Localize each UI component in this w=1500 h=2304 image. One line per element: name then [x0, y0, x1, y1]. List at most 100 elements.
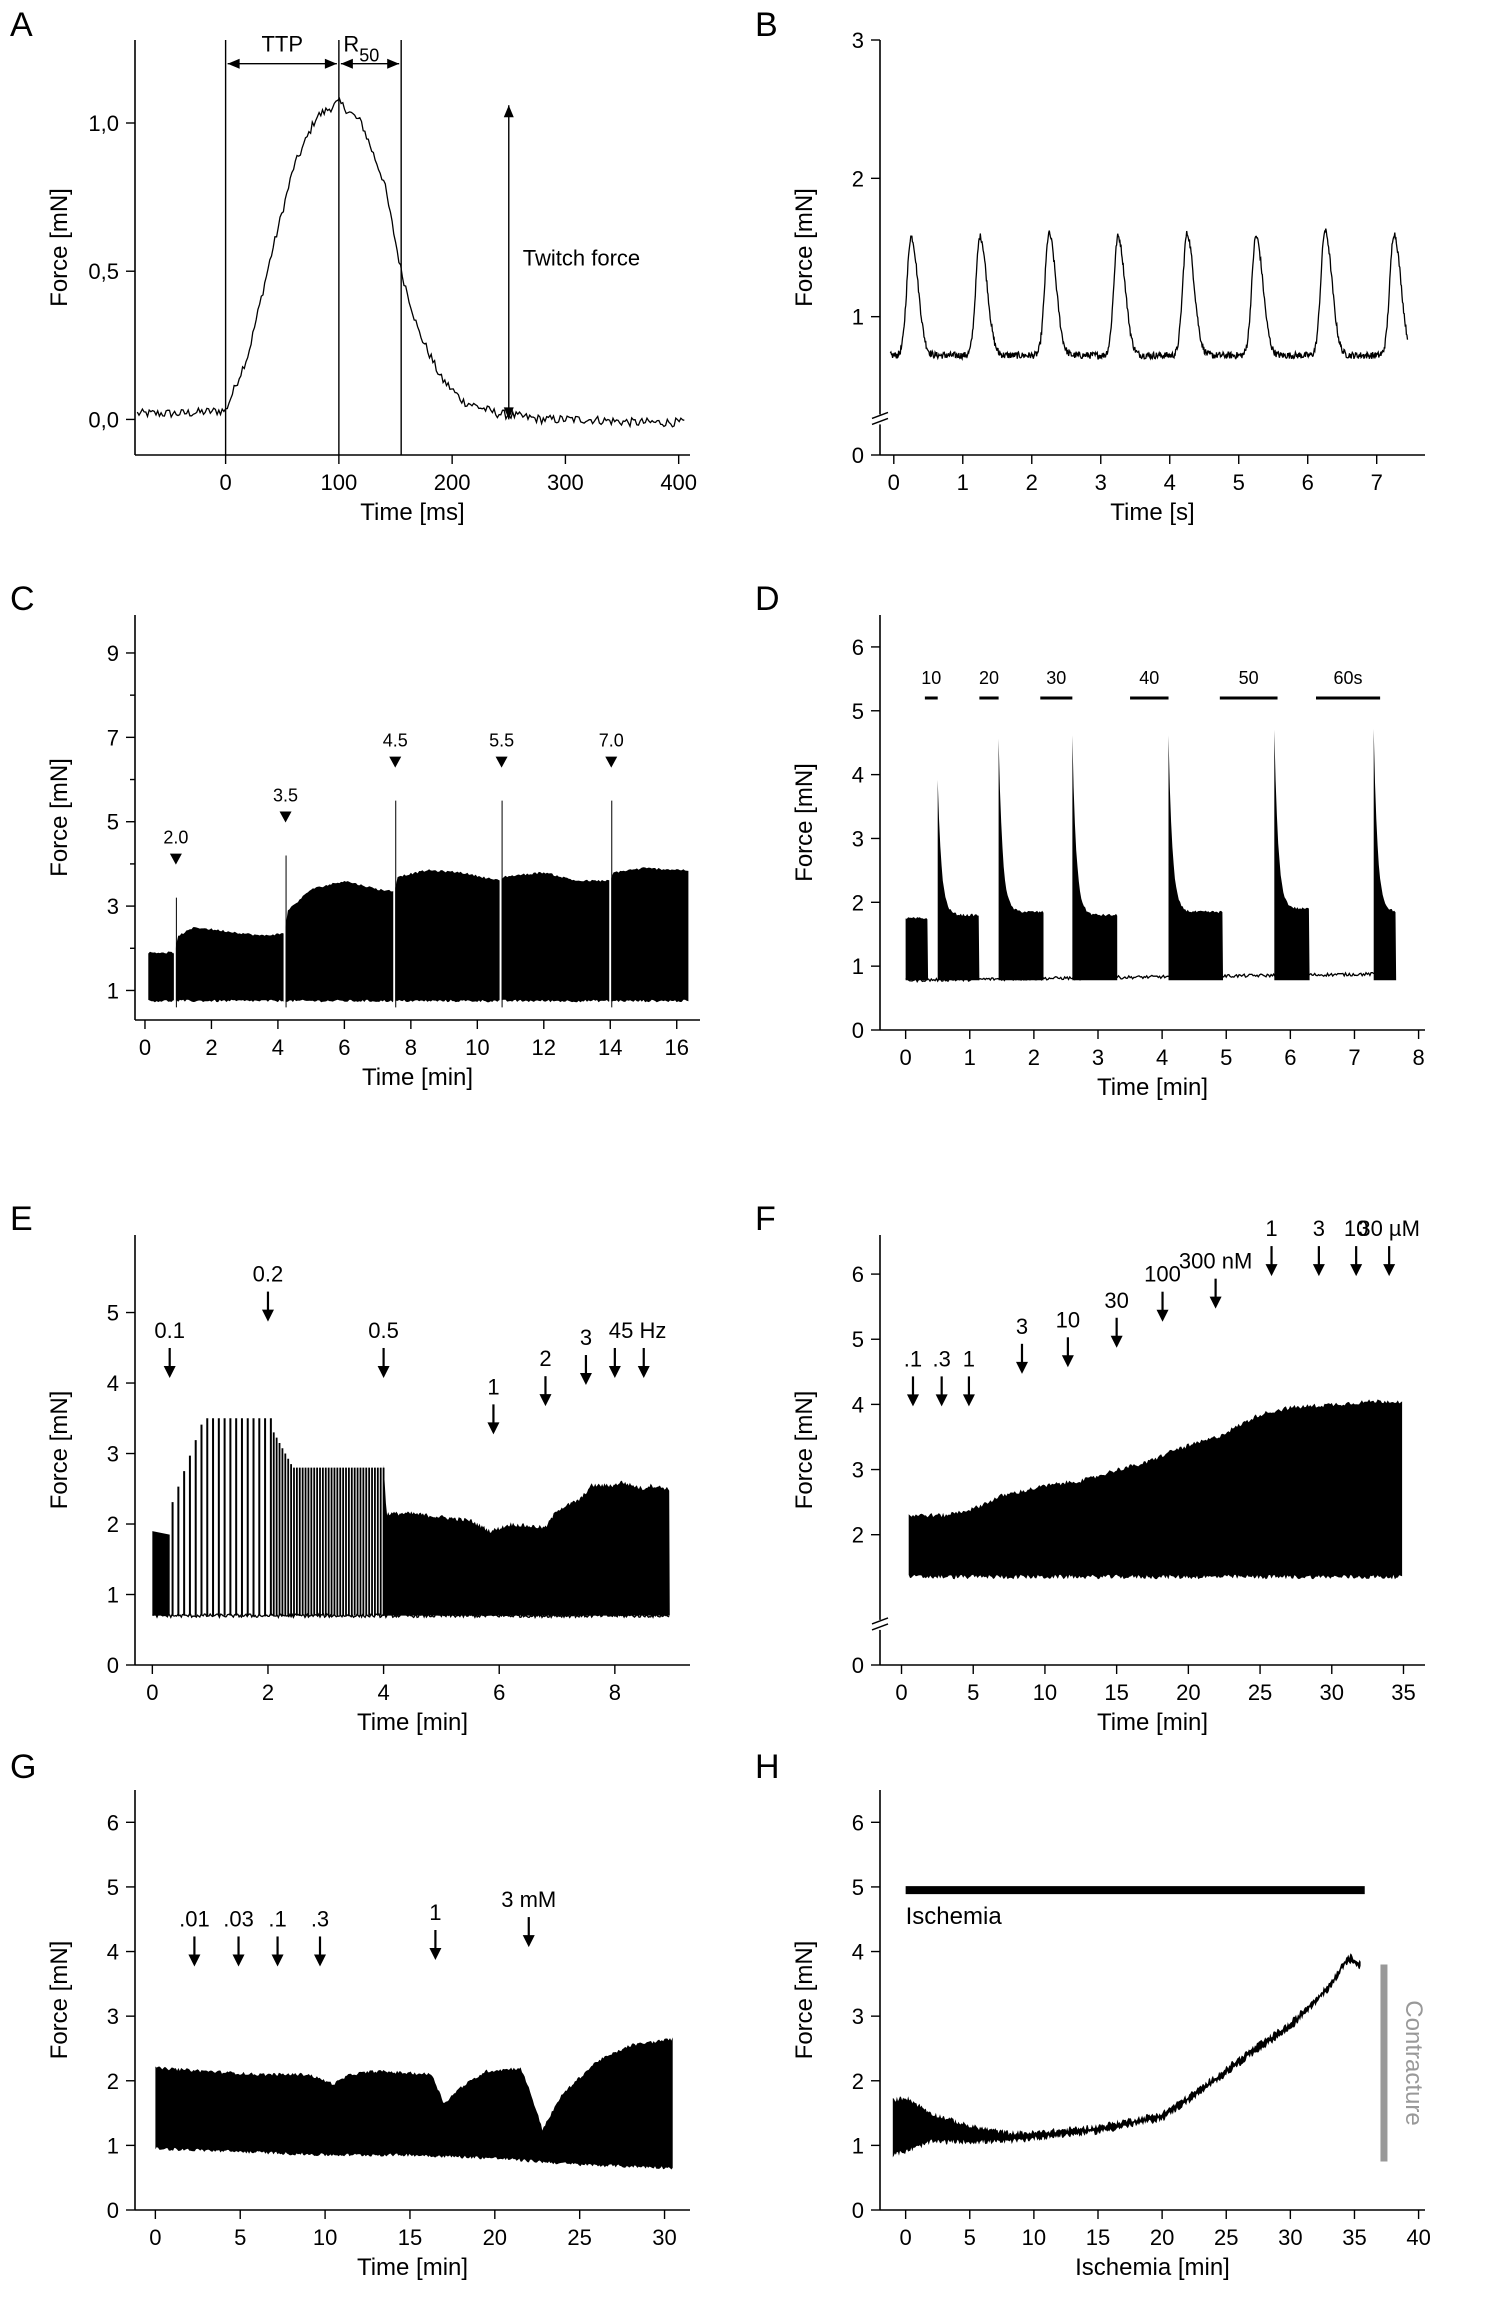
- marker-triangle: [279, 811, 292, 823]
- y-tick-label: 4: [852, 1940, 864, 1965]
- axis-break-mark: [871, 417, 889, 426]
- x-tick-label: 6: [1302, 470, 1314, 495]
- y-tick-label: 2: [852, 890, 864, 915]
- r50-arrow-head: [340, 58, 353, 69]
- concentration-arrow-head: [1383, 1264, 1396, 1277]
- marker-triangle: [169, 853, 182, 865]
- y-tick-label: 5: [107, 1301, 119, 1326]
- concentration-arrow-head: [232, 1954, 245, 1967]
- y-tick-label: 1: [852, 2133, 864, 2158]
- marker-label: 2.0: [163, 828, 188, 848]
- x-tick-label: 4: [1164, 470, 1176, 495]
- panel-c: 0 2 4 6 8 10 12 14 16 1 3 5 7 9 Time [min] Force [mN] 2.…: [46, 615, 700, 1091]
- concentration-arrow-label: 3: [1016, 1314, 1028, 1339]
- x-tick-label: 10: [1022, 2225, 1046, 2250]
- marker-label: 5.5: [489, 731, 514, 751]
- y-tick-label: 6: [107, 1810, 119, 1835]
- y-tick-label: 1: [107, 2133, 119, 2158]
- y-tick-label: 3: [107, 1442, 119, 1467]
- y-tick-label: 0: [852, 1018, 864, 1043]
- frequency-arrow-head: [579, 1373, 592, 1386]
- concentration-arrow-label: .3: [932, 1346, 950, 1371]
- r50-subscript: 50: [359, 46, 379, 66]
- force-envelope: [148, 867, 689, 1003]
- concentration-arrow-head: [271, 1954, 284, 1967]
- stimulation-block: [905, 917, 929, 981]
- concentration-arrow-label: 1: [1265, 1216, 1277, 1241]
- x-tick-label: 2: [1026, 470, 1038, 495]
- contracture-label: Contracture: [1400, 2000, 1427, 2125]
- y-tick-label: 7: [107, 725, 119, 750]
- frequency-arrow-label: 0.5: [368, 1318, 399, 1343]
- x-tick-label: 5: [234, 2225, 246, 2250]
- x-tick-label: 4: [377, 1680, 389, 1705]
- y-axis-label: Force [mN]: [791, 1391, 818, 1510]
- frequency-arrow-label: 5 Hz: [621, 1318, 666, 1343]
- marker-label: 7.0: [599, 731, 624, 751]
- x-tick-label: 25: [1214, 2225, 1238, 2250]
- x-axis-label: Time [min]: [362, 1064, 473, 1091]
- x-axis-label: Time [min]: [357, 2254, 468, 2281]
- x-tick-label: 0: [139, 1035, 151, 1060]
- frequency-arrow-head: [637, 1365, 650, 1378]
- concentration-arrow-label: 1: [429, 1900, 441, 1925]
- x-tick-label: 10: [1033, 1680, 1057, 1705]
- x-tick-label: 4: [272, 1035, 284, 1060]
- twitch-force-arrow-head: [503, 105, 514, 118]
- pause-bar-label: 10: [921, 668, 941, 688]
- y-tick-label: 5: [852, 699, 864, 724]
- frequency-arrow-label: 0.2: [253, 1262, 284, 1287]
- panel-label-d: D: [755, 580, 780, 618]
- concentration-arrow-head: [1209, 1296, 1222, 1309]
- x-tick-label: 8: [405, 1035, 417, 1060]
- y-tick-label: 4: [852, 763, 864, 788]
- panel-g: 0 5 10 15 20 25 30 0 1 2 3 4 5 6 Time [min] Force [mN].…: [46, 1790, 690, 2281]
- y-tick-label: 1,0: [88, 111, 119, 136]
- axis-break-mark: [871, 1623, 889, 1631]
- y-tick-label: 5: [852, 1327, 864, 1352]
- y-tick-label: 4: [107, 1371, 119, 1396]
- frequency-arrow-label: 4: [609, 1318, 621, 1343]
- concentration-arrow-label: 3: [1313, 1216, 1325, 1241]
- x-tick-label: 2: [1028, 1045, 1040, 1070]
- concentration-arrow-label: .1: [268, 1906, 286, 1931]
- concentration-arrow-head: [1015, 1361, 1028, 1374]
- x-tick-label: 4: [1156, 1045, 1168, 1070]
- pause-bar-label: 20: [979, 668, 999, 688]
- x-tick-label: 20: [483, 2225, 507, 2250]
- concentration-arrow-head: [522, 1935, 535, 1948]
- x-tick-label: 10: [313, 2225, 337, 2250]
- axis-break-gap: [874, 414, 886, 425]
- frequency-arrow-label: 0.1: [154, 1318, 185, 1343]
- x-tick-label: 200: [434, 470, 471, 495]
- x-axis-label: Time [ms]: [360, 499, 464, 526]
- marker-label: 3.5: [273, 785, 298, 805]
- panel-label-a: A: [10, 6, 33, 44]
- concentration-arrow-label: 1: [963, 1346, 975, 1371]
- pause-bar-label: 40: [1139, 668, 1159, 688]
- x-tick-label: 6: [493, 1680, 505, 1705]
- y-tick-label: 6: [852, 1810, 864, 1835]
- x-tick-label: 2: [262, 1680, 274, 1705]
- x-tick-label: 2: [205, 1035, 217, 1060]
- stimulation-block: [937, 779, 980, 981]
- y-tick-label: 2: [852, 1523, 864, 1548]
- frequency-arrow-label: 1: [487, 1374, 499, 1399]
- marker-triangle: [605, 756, 618, 768]
- y-tick-label: 5: [107, 1875, 119, 1900]
- panel-label-f: F: [755, 1200, 776, 1238]
- ttp-arrow-head: [324, 58, 337, 69]
- x-tick-label: 0: [888, 470, 900, 495]
- axis-break-mark: [871, 411, 889, 420]
- x-tick-label: 0: [219, 470, 231, 495]
- x-tick-label: 1: [964, 1045, 976, 1070]
- concentration-arrow-label: .03: [223, 1906, 254, 1931]
- twitch-force-arrow-head: [503, 407, 514, 420]
- panel-label-b: B: [755, 6, 778, 44]
- x-axis-label: Ischemia [min]: [1075, 2254, 1230, 2281]
- x-tick-label: 15: [1086, 2225, 1110, 2250]
- y-tick-label: 2: [107, 1512, 119, 1537]
- marker-label: 4.5: [383, 731, 408, 751]
- x-tick-label: 20: [1150, 2225, 1174, 2250]
